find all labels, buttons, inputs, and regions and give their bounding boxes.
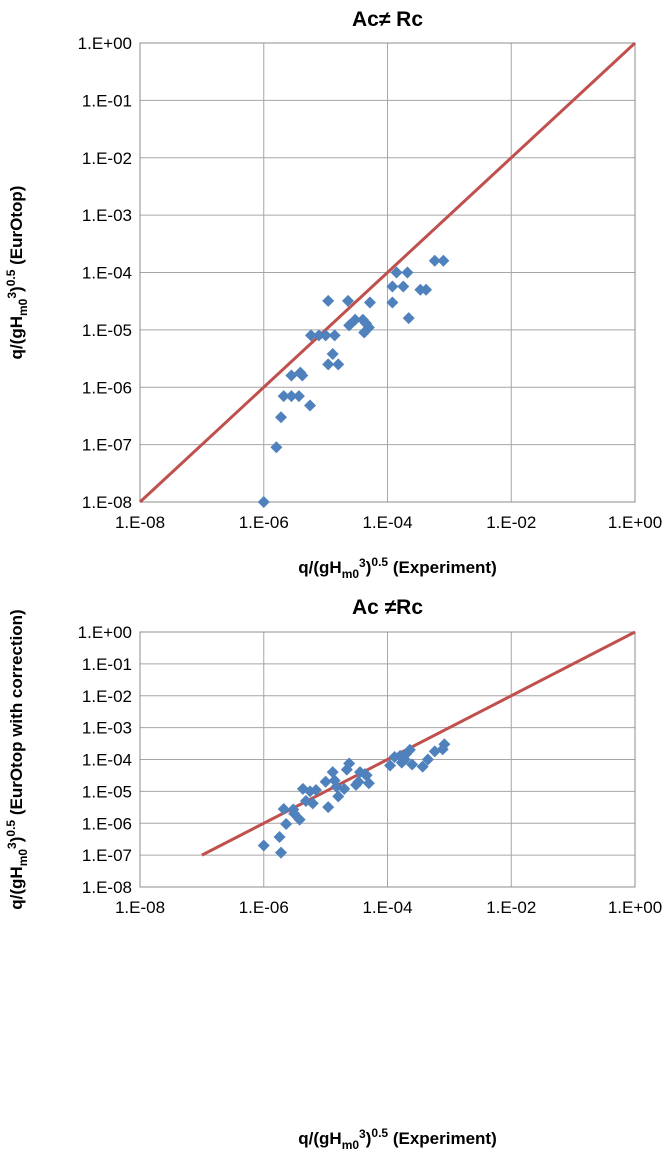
data-point: [403, 743, 416, 756]
data-point: [390, 266, 403, 279]
x-tick-label: 1.E-04: [362, 898, 412, 917]
x-axis-label: q/(gHm03)0.5 (Experiment): [298, 555, 496, 578]
x-tick-label: 1.E-04: [362, 513, 412, 532]
y-tick-label: 1.E-03: [82, 719, 132, 738]
y-axis-label: q/(gHm03)0.5 (EurOtop): [4, 186, 30, 360]
x-tick-label: 1.E-06: [239, 513, 289, 532]
data-point: [257, 839, 270, 852]
y-tick-label: 1.E-07: [82, 846, 132, 865]
plot-area-frame: [139, 631, 636, 888]
data-point: [319, 775, 332, 788]
y-axis-label: q/(gHm03)0.5 (EurOtop with correction): [4, 609, 30, 909]
x-tick-label: 1.E-02: [486, 898, 536, 917]
data-point: [428, 745, 441, 758]
data-point: [326, 347, 339, 360]
data-point: [304, 329, 317, 342]
plot-area-frame: [139, 42, 636, 503]
data-point: [322, 358, 335, 371]
y-tick-label: 1.E-07: [82, 436, 132, 455]
x-tick-label: 1.E-08: [115, 513, 165, 532]
data-point: [401, 266, 414, 279]
data-point: [343, 757, 356, 770]
y-tick-label: 1.E-01: [82, 655, 132, 674]
data-point: [306, 797, 319, 810]
chart-top: 1.E+00 1.E-01 1.E-02 1.E-03 1.E-04 1.E-05 1.E-…: [0, 0, 671, 578]
chart-bottom-svg: 1.E+00 1.E-01 1.E-02 1.E-03 1.E-04 1.E-05 1.E-…: [4, 596, 662, 1152]
chart-title: Ac ≠Rc: [352, 596, 423, 619]
data-point: [395, 756, 408, 769]
data-point: [285, 390, 298, 403]
data-point: [384, 759, 397, 772]
chart-title: Ac≠ Rc: [352, 8, 423, 31]
y-tick-label: 1.E-03: [82, 206, 132, 225]
y-tick-label: 1.E-05: [82, 321, 132, 340]
data-point: [332, 358, 345, 371]
data-point: [310, 784, 323, 797]
data-point: [338, 782, 351, 795]
data-point: [332, 790, 345, 803]
reference-line: [201, 630, 636, 857]
data-point: [349, 313, 362, 326]
data-point: [292, 390, 305, 403]
data-point: [421, 753, 434, 766]
y-tick-label: 1.E-06: [82, 814, 132, 833]
data-point: [386, 280, 399, 293]
data-point: [386, 296, 399, 309]
data-point: [438, 738, 451, 751]
data-point: [273, 831, 286, 844]
data-point: [293, 813, 306, 826]
reference-line: [138, 41, 637, 504]
y-tick-label: 1.E-06: [82, 378, 132, 397]
chart-bottom: 1.E+00 1.E-01 1.E-02 1.E-03 1.E-04 1.E-05 1.E-…: [0, 579, 671, 1157]
data-point: [420, 283, 433, 296]
y-tick-label: 1.E-02: [82, 687, 132, 706]
y-tick-label: 1.E-04: [82, 751, 132, 770]
data-point: [362, 777, 375, 790]
data-point: [397, 280, 410, 293]
data-point: [406, 758, 419, 771]
x-tick-label: 1.E-06: [239, 898, 289, 917]
data-point: [428, 254, 441, 267]
data-point: [277, 390, 290, 403]
data-point: [362, 321, 375, 334]
chart-top-svg: 1.E+00 1.E-01 1.E-02 1.E-03 1.E-04 1.E-05 1.E-…: [4, 8, 662, 578]
data-point: [322, 801, 335, 814]
x-tick-label: 1.E-02: [486, 513, 536, 532]
y-tick-label: 1.E-02: [82, 149, 132, 168]
data-point: [277, 802, 290, 815]
data-point: [328, 329, 341, 342]
y-tick-label: 1.E-04: [82, 264, 132, 283]
y-tick-label: 1.E-08: [82, 493, 132, 512]
x-tick-label: 1.E-08: [115, 898, 165, 917]
data-point: [416, 760, 429, 773]
data-point: [274, 411, 287, 424]
data-point: [437, 254, 450, 267]
data-point: [326, 766, 339, 779]
data-point: [340, 763, 353, 776]
data-point: [280, 817, 293, 830]
x-axis-label: q/(gHm03)0.5 (Experiment): [298, 1126, 496, 1152]
data-point: [319, 329, 332, 342]
data-point: [312, 329, 325, 342]
data-point: [342, 294, 355, 307]
y-tick-label: 1.E-05: [82, 782, 132, 801]
data-point: [322, 294, 335, 307]
y-tick-label: 1.E+00: [78, 623, 132, 642]
y-tick-label: 1.E-01: [82, 91, 132, 110]
x-tick-label: 1.E+00: [608, 898, 662, 917]
x-tick-label: 1.E+00: [608, 513, 662, 532]
data-point: [363, 296, 376, 309]
y-tick-label: 1.E+00: [78, 34, 132, 53]
data-point: [352, 775, 365, 788]
data-point: [257, 496, 270, 508]
data-point: [296, 369, 309, 382]
data-point: [270, 441, 283, 454]
data-point: [304, 399, 317, 412]
data-point: [436, 743, 449, 756]
data-point: [274, 846, 287, 859]
y-tick-label: 1.E-08: [82, 878, 132, 897]
data-point: [402, 312, 415, 325]
data-point: [388, 750, 401, 763]
